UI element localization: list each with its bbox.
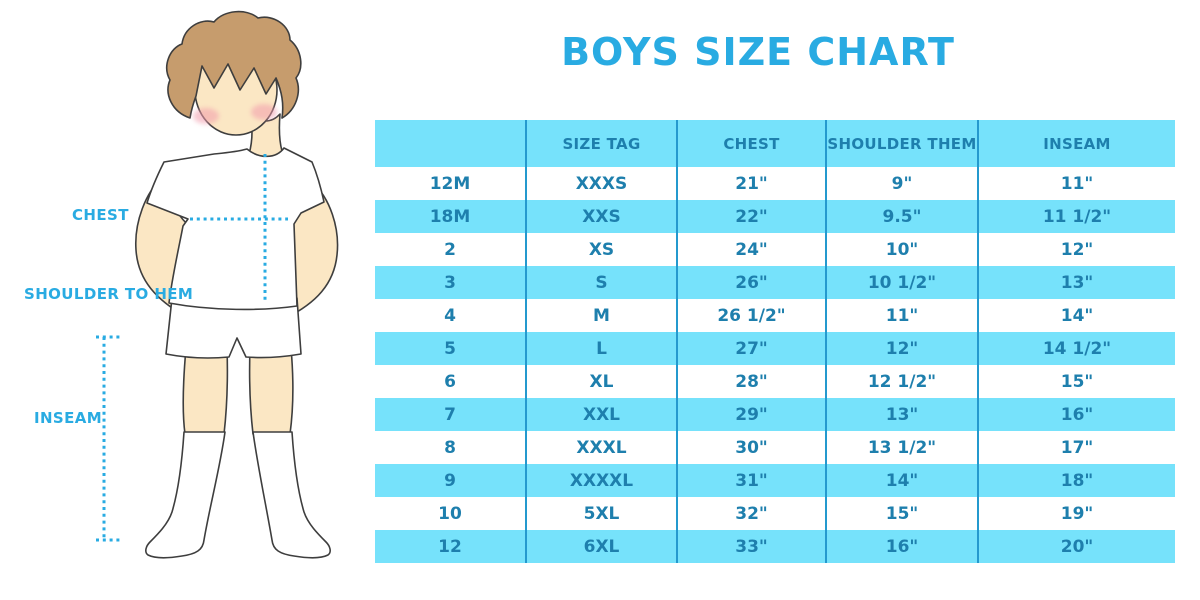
table-cell: 11" <box>825 299 978 332</box>
right-sock <box>252 431 331 559</box>
table-cell: 12" <box>977 233 1175 266</box>
left-cheek <box>193 108 219 124</box>
table-cell: 27" <box>676 332 826 365</box>
table-cell: XL <box>525 365 677 398</box>
table-cell: 26" <box>676 266 826 299</box>
table-cell: 16" <box>977 398 1175 431</box>
table-row: 18M XXS 22" 9.5" 11 1/2" <box>375 200 1175 233</box>
table-row: 8 XXXL 30" 13 1/2" 17" <box>375 431 1175 464</box>
table-cell: 8 <box>444 437 456 458</box>
boy-measurement-illustration <box>96 10 339 559</box>
left-leg <box>182 347 229 435</box>
table-cell: 24" <box>676 233 826 266</box>
table-row: 12M XXXS 21" 9" 11" <box>375 167 1175 200</box>
table-row: 6 XL 28" 12 1/2" 15" <box>375 365 1175 398</box>
table-cell: 22" <box>676 200 826 233</box>
column-header-chest: CHEST <box>676 120 826 167</box>
table-cell: XXS <box>525 200 677 233</box>
table-cell: 21" <box>676 167 826 200</box>
table-cell: 10" <box>825 233 978 266</box>
table-cell: 17" <box>977 431 1175 464</box>
table-cell: 7 <box>375 398 526 431</box>
right-cheek <box>251 104 277 120</box>
table-cell: 33" <box>676 530 826 563</box>
table-cell: 13" <box>825 398 978 431</box>
table-cell: 28" <box>676 365 826 398</box>
table-cell: 30" <box>676 431 826 464</box>
table-row: 9 XXXXL 31" 14" 18" <box>375 464 1175 497</box>
column-header-size <box>375 120 526 167</box>
table-cell: 9.5" <box>825 200 978 233</box>
table-cell: 5XL <box>525 497 677 530</box>
table-cell: 19" <box>977 497 1175 530</box>
size-table: SIZE TAG CHEST SHOULDER THEM INSEAM 12M X… <box>375 120 1175 563</box>
table-cell: 11" <box>977 167 1175 200</box>
table-cell: 32" <box>676 497 826 530</box>
table-cell: 10 <box>438 503 462 524</box>
table-cell: 4 <box>444 305 456 326</box>
table-cell: 18M <box>375 200 526 233</box>
column-header-inseam: INSEAM <box>977 120 1175 167</box>
table-cell: XS <box>525 233 677 266</box>
table-cell: 15" <box>825 497 978 530</box>
table-cell: XXXXL <box>525 464 677 497</box>
table-cell: 31" <box>676 464 826 497</box>
table-cell: 12" <box>825 332 978 365</box>
table-body: 12M XXXS 21" 9" 11" 18M XXS 22" 9.5" 11 1/2" 2 XS 24… <box>375 167 1175 563</box>
table-cell: M <box>525 299 677 332</box>
table-row: 10 5XL 32" 15" 19" <box>375 497 1175 530</box>
table-cell: L <box>525 332 677 365</box>
table-cell: 12 1/2" <box>825 365 978 398</box>
table-cell: 13 1/2" <box>825 431 978 464</box>
hair <box>166 10 302 119</box>
table-cell: XXXS <box>525 167 677 200</box>
shoulder-to-hem-label: SHOULDER TO HEM <box>24 285 194 303</box>
table-cell: 10 1/2" <box>825 266 978 299</box>
table-row: 5 L 27" 12" 14 1/2" <box>375 332 1175 365</box>
table-cell: 16" <box>825 530 978 563</box>
table-header: SIZE TAG CHEST SHOULDER THEM INSEAM <box>375 120 1175 167</box>
table-cell: 11 1/2" <box>977 200 1175 233</box>
table-cell: 13" <box>977 266 1175 299</box>
table-cell: XXXL <box>525 431 677 464</box>
table-row: 3 S 26" 10 1/2" 13" <box>375 266 1175 299</box>
table-cell: 6 <box>444 371 456 392</box>
table-cell: 26 1/2" <box>676 299 826 332</box>
table-cell: 6XL <box>525 530 677 563</box>
t-shirt <box>146 147 325 311</box>
column-header-size-tag: SIZE TAG <box>525 120 677 167</box>
table-cell: 5 <box>375 332 526 365</box>
table-cell: 9 <box>375 464 526 497</box>
table-cell: 15" <box>977 365 1175 398</box>
inseam-label: INSEAM <box>34 409 103 427</box>
table-row: 7 XXL 29" 13" 16" <box>375 398 1175 431</box>
page-title: BOYS SIZE CHART <box>561 30 955 74</box>
table-cell: 18" <box>977 464 1175 497</box>
table-cell: 29" <box>676 398 826 431</box>
chest-label: CHEST <box>72 206 129 224</box>
header-row: SIZE TAG CHEST SHOULDER THEM INSEAM <box>375 120 1175 167</box>
table-cell: 14" <box>825 464 978 497</box>
table-cell: 14 1/2" <box>977 332 1175 365</box>
table-cell: 14" <box>977 299 1175 332</box>
left-sock <box>145 431 226 559</box>
table-cell: 20" <box>977 530 1175 563</box>
table-cell: 9" <box>825 167 978 200</box>
table-row: 4 M 26 1/2" 11" 14" <box>375 299 1175 332</box>
table-cell: S <box>525 266 677 299</box>
right-leg <box>248 347 294 435</box>
table-cell: 12 <box>375 530 526 563</box>
table-cell: 12M <box>429 173 471 194</box>
table-row: 12 6XL 33" 16" 20" <box>375 530 1175 563</box>
table-cell: XXL <box>525 398 677 431</box>
table-cell: 3 <box>375 266 526 299</box>
table-cell: 2 <box>444 239 456 260</box>
column-header-shoulder: SHOULDER THEM <box>825 120 978 167</box>
table-row: 2 XS 24" 10" 12" <box>375 233 1175 266</box>
